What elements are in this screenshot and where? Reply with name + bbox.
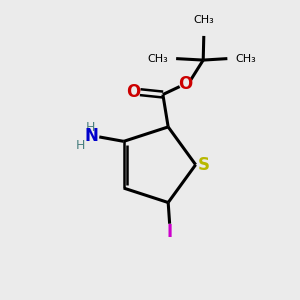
- Text: O: O: [178, 75, 192, 93]
- Text: S: S: [198, 156, 210, 174]
- Text: CH₃: CH₃: [194, 15, 214, 25]
- Text: CH₃: CH₃: [236, 54, 256, 64]
- Text: I: I: [167, 223, 173, 241]
- Text: O: O: [126, 83, 141, 101]
- Text: CH₃: CH₃: [147, 54, 168, 64]
- Text: H: H: [86, 121, 95, 134]
- Text: H: H: [76, 139, 85, 152]
- Text: N: N: [85, 128, 99, 146]
